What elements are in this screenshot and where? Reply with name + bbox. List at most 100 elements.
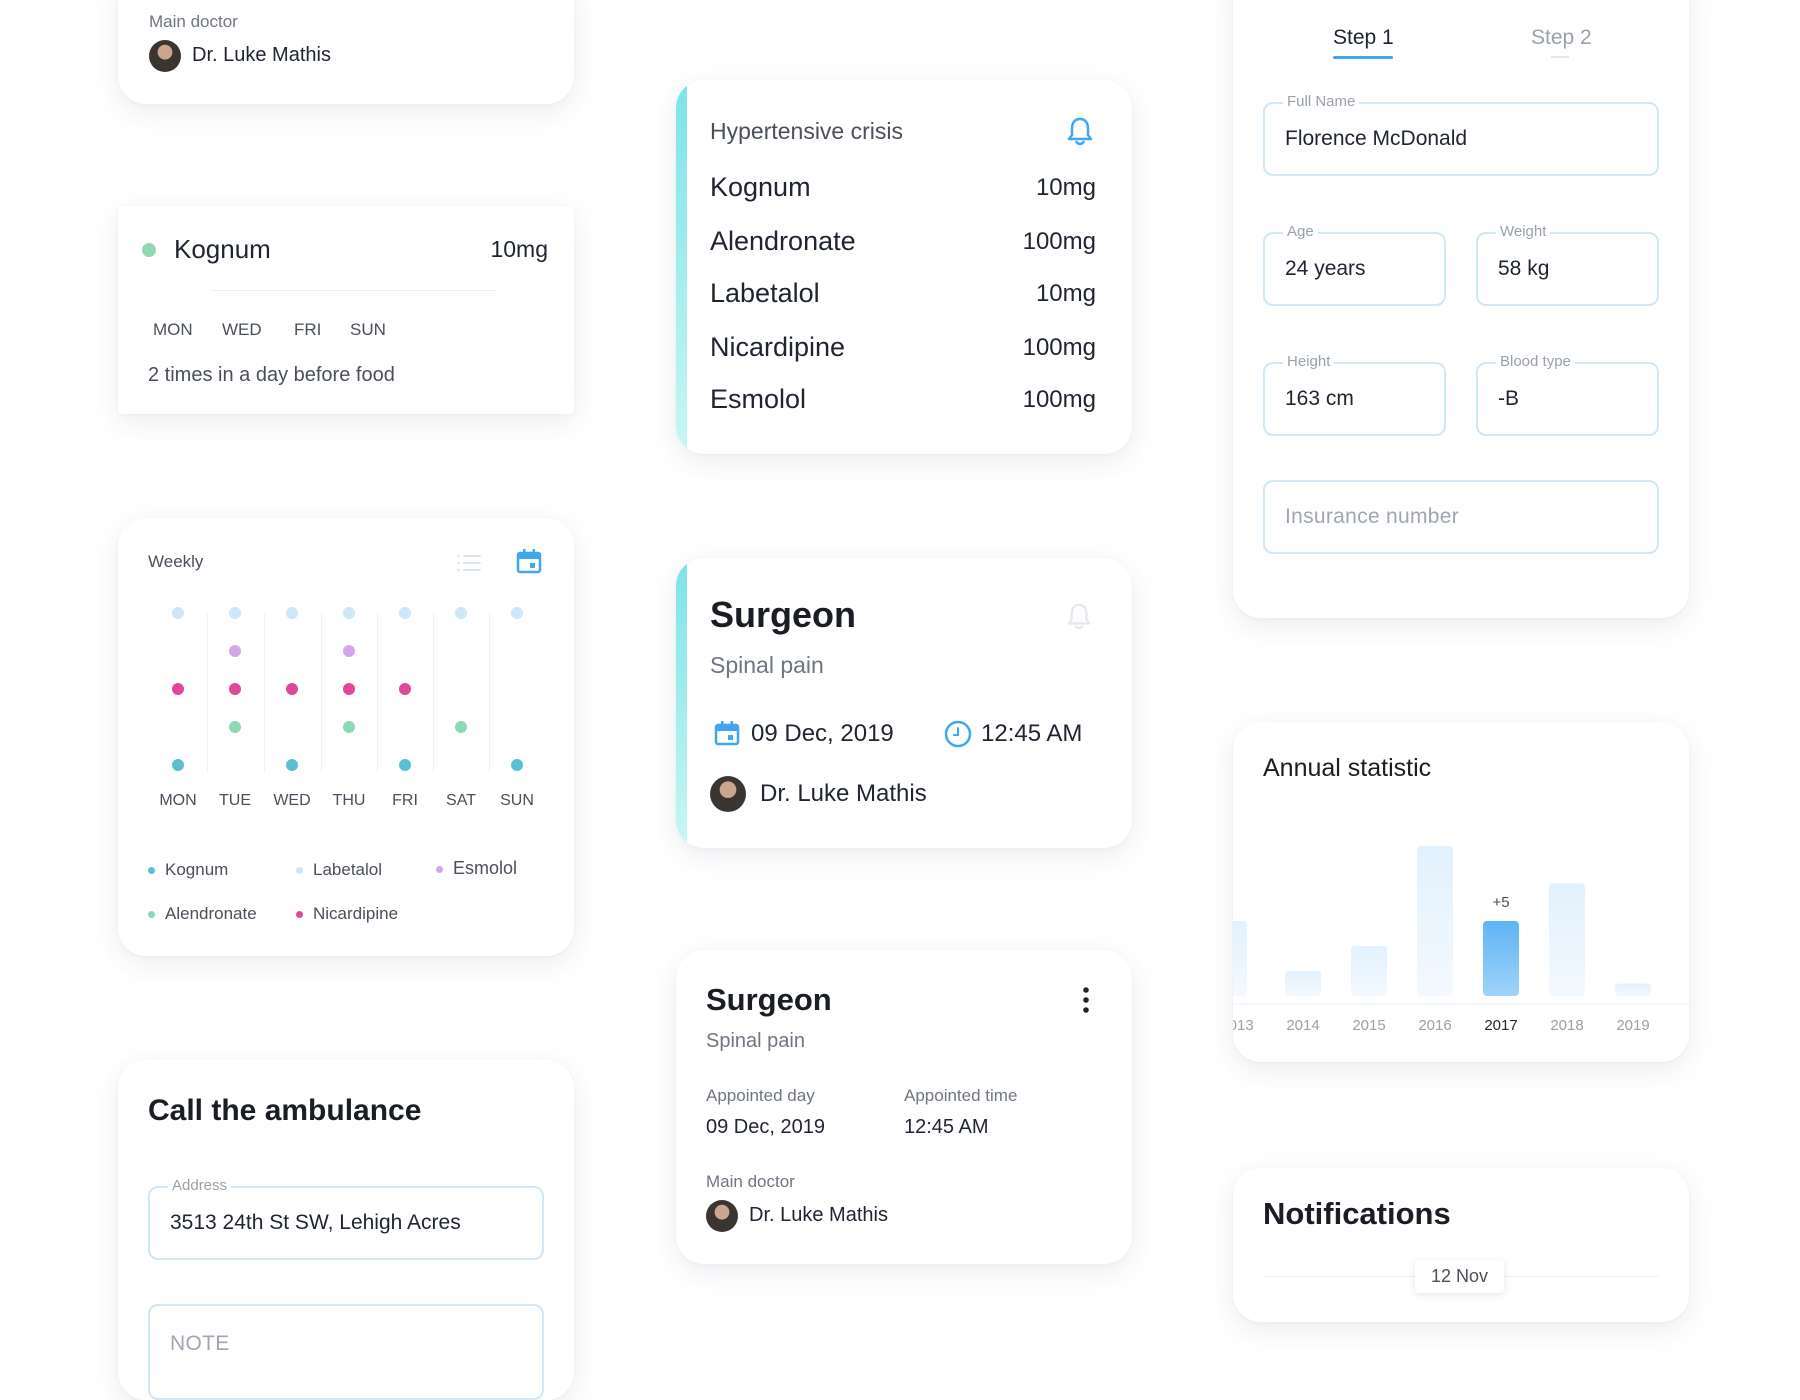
- appointment-time: 12:45 AM: [981, 720, 1083, 747]
- surgeon-title: Surgeon: [710, 594, 857, 635]
- full-name-value: Florence McDonald: [1285, 127, 1468, 150]
- weekly-card: Weekly MON TUE WED THU FRI SAT SUN Kognum Labe…: [118, 518, 574, 956]
- height-field[interactable]: Height 163 cm: [1263, 353, 1446, 436]
- x-tick-label: 2013: [1233, 1017, 1254, 1034]
- crisis-med-name: Esmolol: [710, 384, 807, 414]
- surgeon-detail-card[interactable]: Surgeon Spinal pain Appointed day 09 Dec…: [676, 950, 1132, 1264]
- age-value: 24 years: [1285, 257, 1366, 280]
- bell-icon[interactable]: [1066, 116, 1094, 146]
- weekly-grid-line: [206, 613, 208, 773]
- weekly-grid-line: [320, 613, 322, 773]
- surgeon-title: Surgeon: [706, 982, 832, 1017]
- address-value: 3513 24th St SW, Lehigh Acres: [170, 1211, 461, 1234]
- appointment-date: 09 Dec, 2019: [751, 720, 894, 747]
- bar-2018[interactable]: [1549, 883, 1585, 997]
- legend-item-alendronate: Alendronate: [148, 904, 257, 924]
- surgeon-subtitle: Spinal pain: [706, 1030, 805, 1052]
- x-tick-label: 2016: [1418, 1017, 1451, 1034]
- appointed-time-label: Appointed time: [904, 1086, 1018, 1105]
- list-icon[interactable]: [456, 552, 482, 574]
- legend-dot: [436, 865, 443, 873]
- weekly-dose-dot: [172, 759, 184, 771]
- crisis-med-dose: 10mg: [1035, 280, 1096, 307]
- calendar-icon[interactable]: [516, 548, 542, 574]
- avatar: [706, 1200, 738, 1232]
- bar-2013[interactable]: [1233, 921, 1247, 996]
- tab-active-indicator: [1333, 56, 1393, 59]
- date-chip: 12 Nov: [1415, 1260, 1505, 1293]
- annual-bar-chart: 2013 2014 2015 2016 2017 +5 2018 2019: [1233, 846, 1689, 1034]
- bar-2019[interactable]: [1615, 983, 1651, 997]
- weekly-dose-dot: [286, 683, 298, 695]
- weekly-day-label: MON: [159, 792, 197, 809]
- medication-card[interactable]: Kognum 10mg MON WED FRI SUN 2 times in a…: [118, 206, 574, 414]
- weekly-day-label: WED: [273, 792, 311, 809]
- surgeon-appointment-card[interactable]: Surgeon Spinal pain 09 Dec, 2019 12:45 A…: [676, 558, 1132, 848]
- address-field[interactable]: Address 3513 24th St SW, Lehigh Acres: [148, 1177, 544, 1260]
- weekly-dose-dot: [455, 607, 467, 619]
- legend-dot: [148, 867, 155, 875]
- legend-item-labetalol: Labetalol: [296, 860, 382, 880]
- bar-2015[interactable]: [1351, 946, 1387, 996]
- crisis-med-name: Alendronate: [710, 226, 856, 256]
- annual-statistic-card: Annual statistic 20132014201520162017+52…: [1233, 722, 1689, 1062]
- legend-item-nicardipine: Nicardipine: [296, 904, 398, 924]
- appointed-day-value: 09 Dec, 2019: [706, 1116, 825, 1138]
- crisis-med-dose: 100mg: [1022, 386, 1096, 413]
- x-tick-label: 2018: [1550, 1017, 1583, 1034]
- blood-type-field[interactable]: Blood type -B: [1476, 353, 1659, 436]
- full-name-field[interactable]: Full Name Florence McDonald: [1263, 93, 1659, 176]
- address-label: Address: [168, 1177, 232, 1195]
- weight-label: Weight: [1496, 223, 1551, 241]
- weekly-day-label: FRI: [392, 792, 418, 809]
- doctor-name[interactable]: Dr. Luke Mathis: [760, 780, 927, 807]
- card-accent-bar: [676, 80, 687, 454]
- weekly-dose-dot: [343, 607, 355, 619]
- med-day: WED: [222, 320, 262, 339]
- weekly-day-label: THU: [332, 792, 366, 809]
- doctor-name[interactable]: Dr. Luke Mathis: [749, 1204, 888, 1226]
- weekly-dose-dot: [511, 759, 523, 771]
- med-day: FRI: [294, 320, 322, 339]
- notifications-title: Notifications: [1263, 1196, 1451, 1231]
- annual-title: Annual statistic: [1263, 754, 1432, 782]
- x-tick-label: 2015: [1352, 1017, 1385, 1034]
- notifications-card: Notifications 12 Nov: [1233, 1168, 1689, 1322]
- crisis-med-dose: 100mg: [1022, 334, 1096, 361]
- crisis-med-name: Kognum: [710, 172, 811, 202]
- full-name-label: Full Name: [1283, 93, 1360, 111]
- medication-name: Kognum: [174, 234, 271, 264]
- tab-step-1[interactable]: Step 1: [1333, 26, 1394, 49]
- bell-icon[interactable]: [1066, 602, 1092, 630]
- main-doctor-label: Main doctor: [149, 12, 238, 31]
- crisis-med-name: Nicardipine: [710, 332, 846, 362]
- insurance-number-field[interactable]: Insurance number: [1263, 480, 1659, 554]
- medication-status-dot: [142, 243, 156, 257]
- age-field[interactable]: Age 24 years: [1263, 223, 1446, 306]
- crisis-med-dose: 10mg: [1035, 174, 1096, 201]
- height-label: Height: [1283, 353, 1335, 371]
- hypertensive-crisis-card[interactable]: Hypertensive crisis Kognum 10mg Alendron…: [676, 80, 1132, 454]
- main-doctor-label: Main doctor: [706, 1172, 795, 1191]
- bar-2017[interactable]: [1483, 921, 1519, 996]
- weekly-dose-dot: [229, 645, 241, 657]
- bar-2016[interactable]: [1417, 846, 1453, 996]
- weekly-day-labels: MON TUE WED THU FRI SAT SUN: [118, 792, 574, 816]
- ambulance-card: Call the ambulance Address 3513 24th St …: [118, 1060, 574, 1400]
- weekly-day-label: SUN: [500, 792, 534, 809]
- bar-2014[interactable]: [1285, 971, 1321, 996]
- avatar: [149, 40, 181, 72]
- appointed-day-label: Appointed day: [706, 1086, 815, 1105]
- weekly-dose-dot: [399, 683, 411, 695]
- note-field[interactable]: NOTE: [148, 1304, 544, 1400]
- doctor-name[interactable]: Dr. Luke Mathis: [192, 44, 331, 66]
- weight-field[interactable]: Weight 58 kg: [1476, 223, 1659, 306]
- crisis-title: Hypertensive crisis: [710, 118, 903, 144]
- blood-type-label: Blood type: [1496, 353, 1575, 371]
- tab-inactive-indicator: [1551, 56, 1569, 58]
- appointed-time-value: 12:45 AM: [904, 1116, 989, 1138]
- tab-step-2[interactable]: Step 2: [1531, 26, 1592, 49]
- x-tick-label: 2017: [1484, 1017, 1517, 1034]
- weekly-title: Weekly: [148, 552, 204, 571]
- more-options-icon[interactable]: [1080, 986, 1092, 1014]
